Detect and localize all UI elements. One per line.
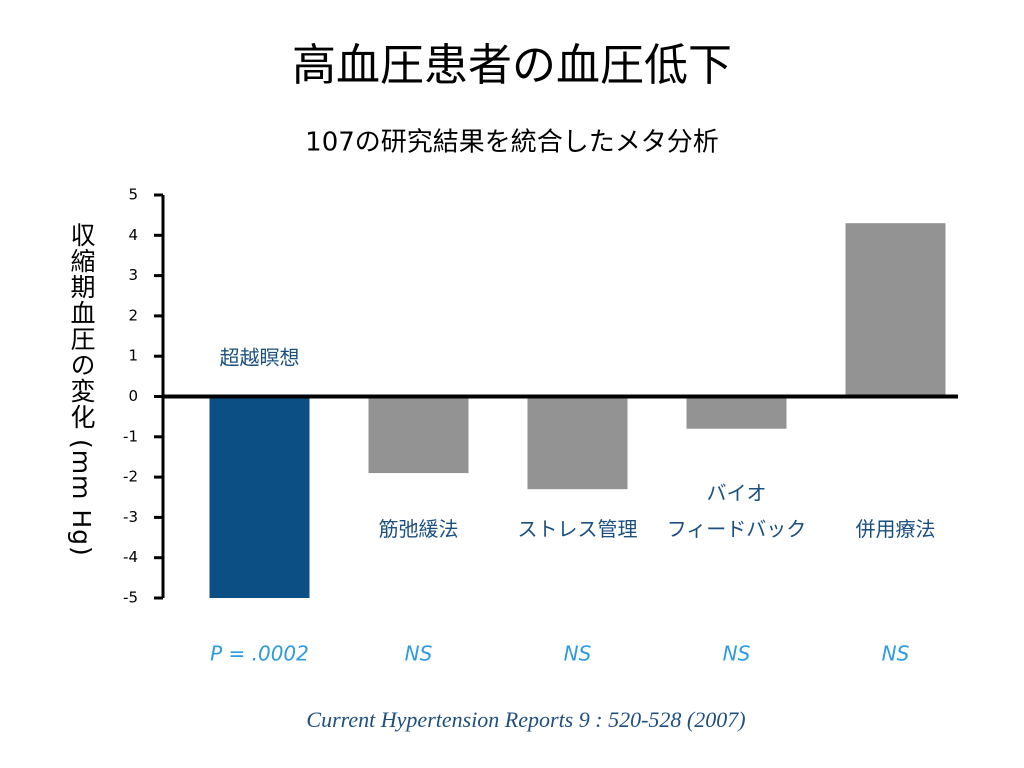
y-tick-label: 2 — [128, 306, 138, 324]
y-tick-label: 1 — [128, 347, 138, 365]
y-tick-label: -5 — [123, 589, 138, 607]
y-axis-label: 収縮期血圧の変化 (mm Hg) — [67, 222, 96, 557]
significance-label: NS — [882, 642, 910, 666]
y-tick-label: 4 — [128, 226, 138, 244]
y-tick-label: 5 — [128, 186, 138, 204]
significance-label: NS — [564, 642, 592, 666]
significance-label: NS — [405, 642, 433, 666]
category-label: 超越瞑想 — [220, 345, 300, 369]
significance-label: P = .0002 — [210, 642, 309, 666]
y-tick-label: -4 — [123, 548, 138, 566]
bar — [686, 396, 787, 429]
y-tick-label: 3 — [128, 266, 138, 284]
category-label: バイオフィードバック — [667, 481, 807, 541]
bar — [845, 223, 946, 397]
category-label: 併用療法 — [856, 517, 936, 541]
bar — [368, 396, 469, 474]
y-tick-label: -3 — [123, 508, 138, 526]
category-label: 筋弛緩法 — [379, 517, 459, 541]
significance-label: NS — [723, 642, 751, 666]
bar — [527, 396, 628, 490]
y-tick-label: 0 — [128, 387, 138, 405]
y-tick-label: -2 — [123, 468, 138, 486]
chart-subtitle: 107の研究結果を統合したメタ分析 — [305, 128, 719, 158]
source: Current Hypertension Reports 9 : 520-528… — [306, 707, 745, 732]
y-tick-label: -1 — [123, 427, 138, 445]
bar — [209, 396, 310, 598]
chart-title: 高血圧患者の血圧低下 — [292, 40, 732, 91]
category-label: ストレス管理 — [518, 517, 638, 541]
